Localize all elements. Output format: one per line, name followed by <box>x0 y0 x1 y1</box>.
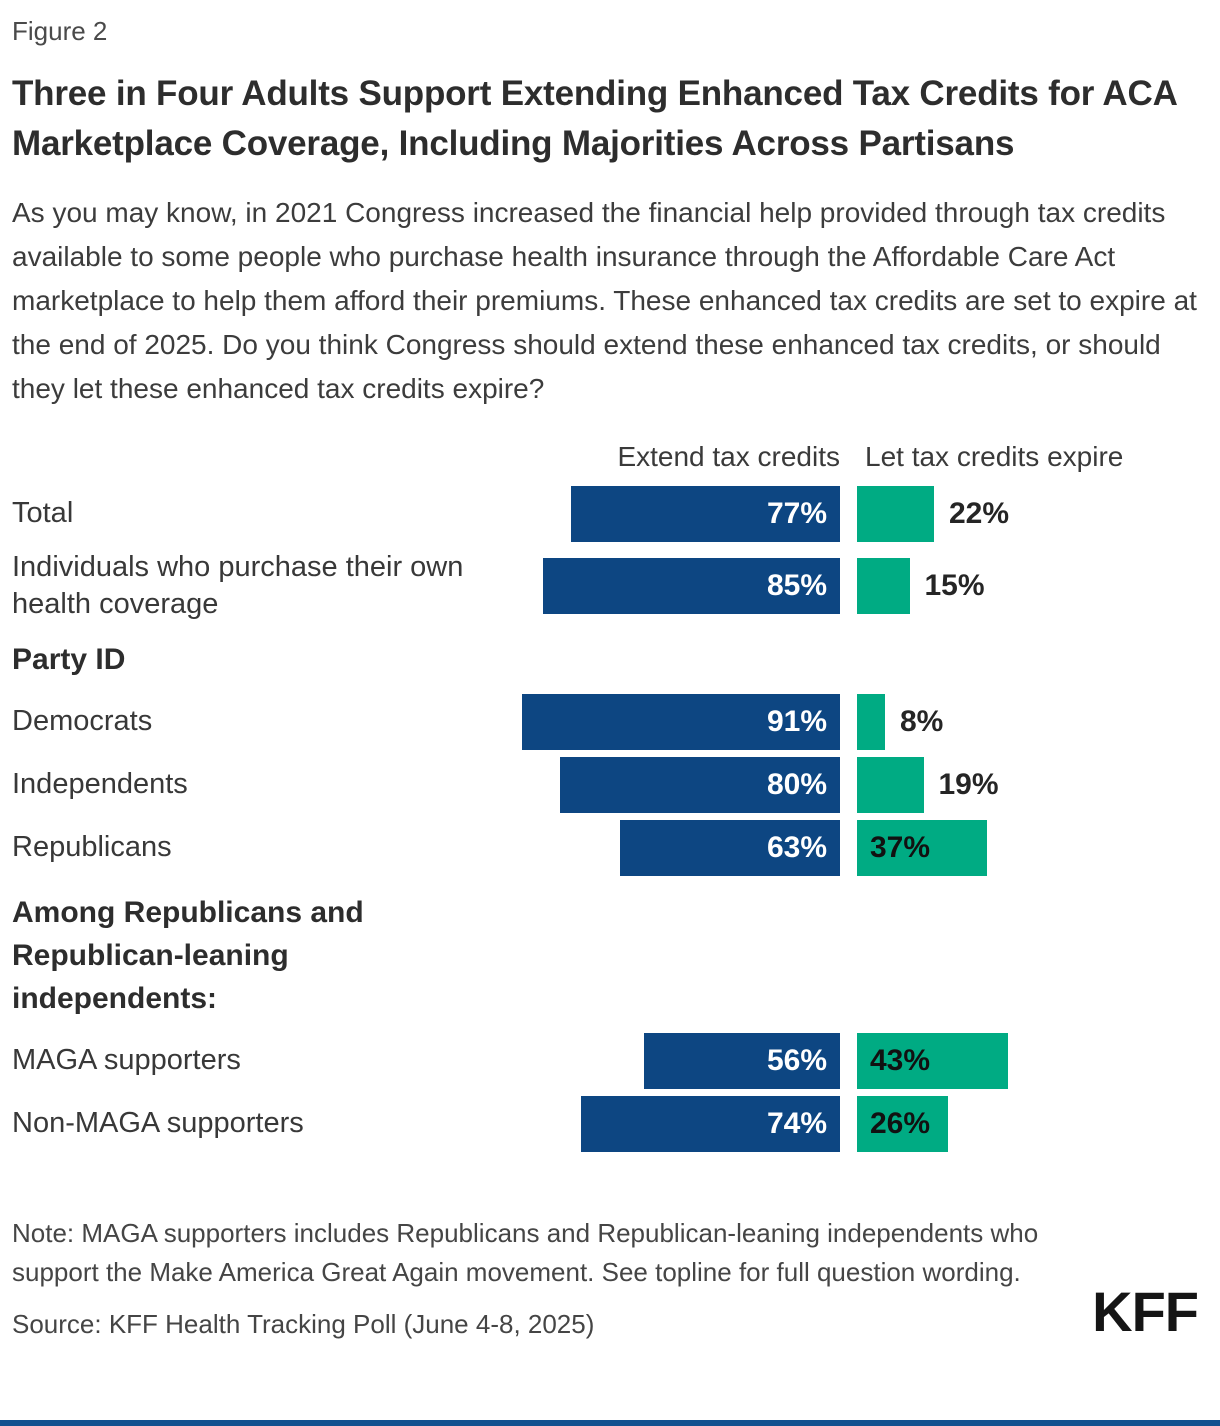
chart-row: Individuals who purchase their own healt… <box>12 549 1206 623</box>
figure-label: Figure 2 <box>12 16 108 46</box>
extend-value-label: 85% <box>766 568 827 602</box>
extend-bar: 74% <box>581 1095 840 1152</box>
extend-bar-cell: 80% <box>500 756 840 813</box>
section-header: Among Republicans and Republican-leaning… <box>12 895 364 1015</box>
extend-bar: 85% <box>542 557 840 614</box>
extend-bar-cell: 74% <box>500 1095 840 1152</box>
chart-row: Democrats 91% 8% <box>12 693 1206 750</box>
kff-figure-page: Figure 2 Three in Four Adults Support Ex… <box>12 16 1206 1343</box>
row-label: MAGA supporters <box>12 1044 241 1077</box>
extend-value-label: 80% <box>766 767 827 801</box>
expire-bar <box>857 485 934 542</box>
row-label: Individuals who purchase their own healt… <box>12 550 464 620</box>
expire-bar <box>857 557 910 614</box>
expire-bar-cell: 8% <box>857 693 944 750</box>
expire-value-label: 43% <box>870 1043 931 1077</box>
extend-value-label: 91% <box>766 704 827 738</box>
expire-bar-cell: 22% <box>857 485 1010 542</box>
chart-row: Total 77% 22% <box>12 485 1206 542</box>
expire-value-label: 15% <box>924 568 985 602</box>
section-header: Party ID <box>12 643 126 677</box>
extend-bar: 91% <box>521 693 840 750</box>
bar-chart: Extend tax credits Let tax credits expir… <box>12 441 1206 1152</box>
row-label: Non-MAGA supporters <box>12 1107 304 1140</box>
chart-row: Independents 80% 19% <box>12 756 1206 813</box>
expire-bar-cell: 19% <box>857 756 999 813</box>
expire-bar: 43% <box>857 1032 1008 1089</box>
expire-bar-cell: 43% <box>857 1032 1008 1089</box>
expire-bar: 37% <box>857 819 987 876</box>
expire-value-label: 26% <box>870 1106 931 1140</box>
expire-bar: 26% <box>857 1095 948 1152</box>
expire-value-label: 8% <box>900 704 944 738</box>
extend-value-label: 63% <box>766 830 827 864</box>
expire-bar <box>857 693 885 750</box>
extend-bar: 80% <box>560 756 840 813</box>
expire-value-label: 19% <box>938 767 999 801</box>
extend-bar-cell: 63% <box>500 819 840 876</box>
bottom-brand-rule <box>0 1420 1220 1426</box>
expire-bar-cell: 15% <box>857 557 985 614</box>
row-label: Independents <box>12 768 188 801</box>
kff-logo: KFF <box>1092 1279 1199 1343</box>
chart-row: Non-MAGA supporters 74% 26% <box>12 1095 1206 1152</box>
extend-bar: 63% <box>619 819 840 876</box>
column-header-expire: Let tax credits expire <box>865 440 1124 472</box>
source-text: Source: KFF Health Tracking Poll (June 4… <box>12 1308 595 1339</box>
figure-title: Three in Four Adults Support Extending E… <box>12 74 1177 164</box>
column-header-extend: Extend tax credits <box>617 440 840 472</box>
extend-value-label: 74% <box>766 1106 827 1140</box>
row-label: Democrats <box>12 705 153 738</box>
row-label: Republicans <box>12 831 172 864</box>
extend-value-label: 56% <box>766 1043 827 1077</box>
extend-bar-cell: 85% <box>500 557 840 614</box>
chart-footer: Note: MAGA supporters includes Republica… <box>12 1214 1206 1343</box>
extend-bar: 77% <box>570 485 840 542</box>
expire-value-label: 22% <box>949 496 1010 530</box>
extend-bar-cell: 77% <box>500 485 840 542</box>
extend-bar-cell: 91% <box>500 693 840 750</box>
row-label: Total <box>12 497 74 530</box>
extend-bar-cell: 56% <box>500 1032 840 1089</box>
expire-bar <box>857 756 924 813</box>
note-text: Note: MAGA supporters includes Republica… <box>12 1217 1039 1287</box>
column-headers: Extend tax credits Let tax credits expir… <box>12 441 1206 473</box>
expire-bar-cell: 26% <box>857 1095 948 1152</box>
extend-bar: 56% <box>644 1032 840 1089</box>
chart-row: MAGA supporters 56% 43% <box>12 1032 1206 1089</box>
chart-row: Republicans 63% 37% <box>12 819 1206 876</box>
survey-question-text: As you may know, in 2021 Congress increa… <box>12 197 1197 404</box>
expire-value-label: 37% <box>870 830 931 864</box>
expire-bar-cell: 37% <box>857 819 987 876</box>
chart-rows: Total 77% 22% Individuals who purchase thei… <box>12 485 1206 1152</box>
extend-value-label: 77% <box>766 496 827 530</box>
